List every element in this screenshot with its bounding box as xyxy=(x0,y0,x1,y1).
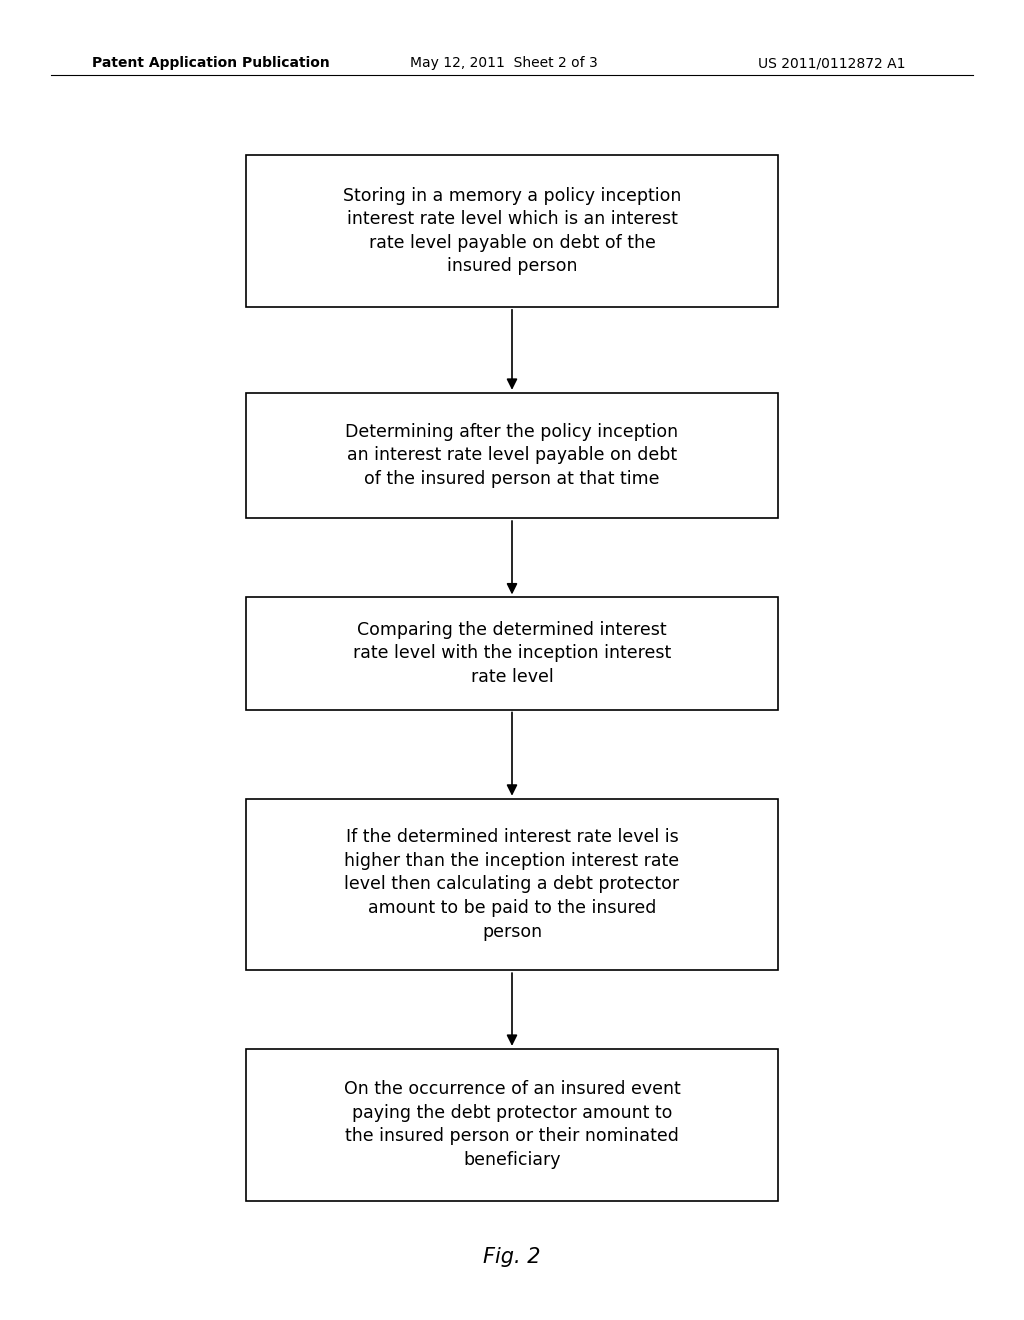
Text: Comparing the determined interest
rate level with the inception interest
rate le: Comparing the determined interest rate l… xyxy=(353,620,671,686)
Text: Determining after the policy inception
an interest rate level payable on debt
of: Determining after the policy inception a… xyxy=(345,422,679,488)
FancyBboxPatch shape xyxy=(246,597,778,710)
FancyBboxPatch shape xyxy=(246,393,778,517)
FancyBboxPatch shape xyxy=(246,799,778,970)
Text: Patent Application Publication: Patent Application Publication xyxy=(92,57,330,70)
Text: On the occurrence of an insured event
paying the debt protector amount to
the in: On the occurrence of an insured event pa… xyxy=(344,1080,680,1170)
Text: Storing in a memory a policy inception
interest rate level which is an interest
: Storing in a memory a policy inception i… xyxy=(343,186,681,276)
FancyBboxPatch shape xyxy=(246,1048,778,1201)
Text: Fig. 2: Fig. 2 xyxy=(483,1246,541,1267)
Text: If the determined interest rate level is
higher than the inception interest rate: If the determined interest rate level is… xyxy=(344,828,680,941)
Text: May 12, 2011  Sheet 2 of 3: May 12, 2011 Sheet 2 of 3 xyxy=(410,57,597,70)
Text: US 2011/0112872 A1: US 2011/0112872 A1 xyxy=(758,57,905,70)
FancyBboxPatch shape xyxy=(246,156,778,308)
